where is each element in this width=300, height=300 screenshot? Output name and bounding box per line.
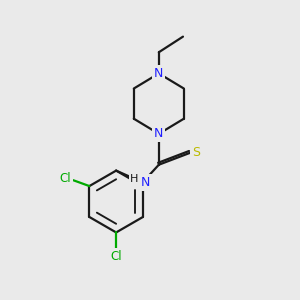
Text: N: N — [154, 67, 164, 80]
Text: H: H — [130, 174, 139, 184]
Text: Cl: Cl — [59, 172, 71, 185]
Text: S: S — [192, 146, 200, 159]
Text: N: N — [141, 176, 150, 189]
Text: Cl: Cl — [110, 250, 122, 263]
Text: N: N — [154, 127, 164, 140]
